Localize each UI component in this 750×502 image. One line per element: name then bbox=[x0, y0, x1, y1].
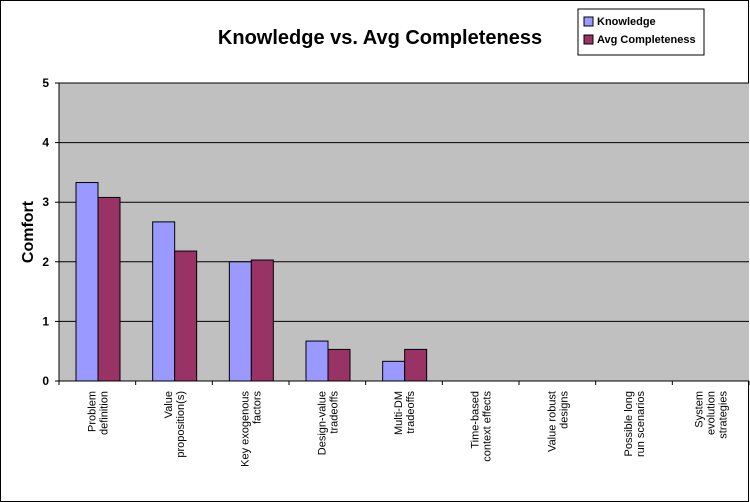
legend: Knowledge Avg Completeness bbox=[577, 8, 705, 56]
bar-knowledge bbox=[382, 360, 406, 382]
bar-knowledge bbox=[152, 221, 176, 382]
x-category-label-line: Value robust bbox=[546, 391, 558, 452]
y-tick-label: 0 bbox=[42, 374, 49, 388]
x-category-label-line: evolution bbox=[706, 391, 718, 435]
x-category-label-line: context effects bbox=[482, 391, 494, 462]
x-category-label: Problem definition bbox=[86, 391, 110, 435]
x-category-label-line: tradeoffs bbox=[328, 391, 340, 434]
y-axis-label: Comfort bbox=[20, 200, 37, 263]
x-category-label-line: Time-based bbox=[470, 391, 482, 449]
bar-knowledge bbox=[75, 182, 99, 382]
legend-swatch bbox=[583, 34, 594, 45]
y-tick-label: 5 bbox=[42, 76, 49, 90]
x-category-label: Multi-DM tradeoffs bbox=[393, 391, 417, 435]
y-tick-label: 3 bbox=[42, 195, 49, 209]
bar-avg-completeness bbox=[174, 250, 198, 382]
x-category-label-line: tradeoffs bbox=[405, 391, 417, 434]
bar-avg-completeness bbox=[97, 196, 121, 382]
x-category-label: Possible long run scenarios bbox=[623, 391, 647, 458]
bar-knowledge bbox=[305, 340, 329, 382]
x-category-label: Key exogenous factors bbox=[240, 391, 264, 467]
x-category-label-line: factors bbox=[252, 391, 264, 425]
legend-label: Knowledge bbox=[597, 16, 656, 28]
x-category-label-line: proposition(s) bbox=[175, 391, 187, 458]
x-category-label-line: Possible long bbox=[623, 391, 635, 456]
x-category-label-line: Design-value bbox=[316, 391, 328, 455]
legend-swatch bbox=[583, 16, 594, 27]
x-category-label-line: definition bbox=[98, 391, 110, 435]
chart-title: Knowledge vs. Avg Completeness bbox=[218, 27, 542, 49]
x-category-label-line: designs bbox=[558, 391, 570, 429]
y-tick-label: 1 bbox=[42, 314, 49, 328]
x-category-label: Value robust designs bbox=[546, 391, 570, 452]
y-tick-label: 2 bbox=[42, 255, 49, 269]
legend-box bbox=[577, 8, 705, 56]
bar-avg-completeness bbox=[404, 348, 428, 382]
x-category-label: Time-based context effects bbox=[470, 391, 494, 462]
x-category-label-line: run scenarios bbox=[635, 391, 647, 458]
x-category-label-line: strategies bbox=[718, 391, 730, 439]
x-category-label-line: Multi-DM bbox=[393, 391, 405, 435]
x-category-label-line: Value bbox=[163, 391, 175, 418]
x-category-label: Design-value tradeoffs bbox=[316, 391, 340, 456]
legend-label: Avg Completeness bbox=[597, 34, 696, 46]
bar-avg-completeness bbox=[250, 259, 274, 382]
x-category-label: Value proposition(s) bbox=[163, 391, 187, 458]
plot-area: 0 1 2 3 4 5 Problem definition Value proposition(… bbox=[42, 76, 750, 467]
bar-avg-completeness bbox=[327, 348, 351, 382]
x-category-label-line: Problem bbox=[86, 391, 98, 432]
y-tick-label: 4 bbox=[42, 136, 49, 150]
x-category-label-line: Key exogenous bbox=[240, 391, 252, 467]
x-category-label-line: System bbox=[694, 391, 706, 428]
x-category-label: System evolution strategies bbox=[694, 391, 730, 439]
bar-knowledge bbox=[228, 261, 252, 382]
